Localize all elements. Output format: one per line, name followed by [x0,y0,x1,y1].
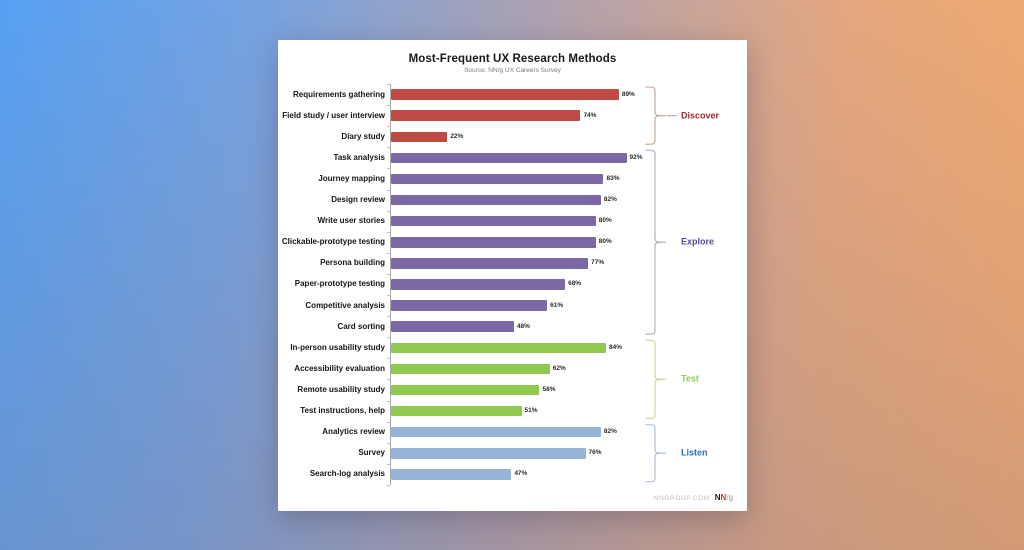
axis-tick [387,463,390,465]
category-label: Paper-prototype testing [294,279,385,289]
category-label: Task analysis [333,152,385,162]
brace-listen [645,423,667,483]
bar-explore [391,321,514,332]
category-label: Test instructions, help [300,406,385,416]
category-label: Accessibility evaluation [294,363,385,373]
value-label: 80% [598,216,612,224]
category-label: Remote usability study [297,384,385,394]
category-label: Requirements gathering [292,89,385,99]
group-label-listen: Listen [681,447,708,458]
axis-tick [387,295,390,296]
axis-tick [387,316,390,318]
chart-subtitle: Source: NN/g UX Careers Survey [464,67,561,74]
bar-test [391,363,550,375]
bar-explore [391,237,596,248]
value-label: 83% [606,174,620,182]
category-label: Journey mapping [318,173,385,183]
value-label: 62% [552,364,566,372]
axis-tick [387,84,390,85]
bar-explore [391,215,596,227]
value-label: 48% [516,322,530,330]
category-label: Diary study [341,131,385,141]
bar-test [391,342,607,353]
bar-listen [391,426,601,438]
value-label: 82% [603,427,617,435]
value-label: 84% [609,343,623,351]
brace-discover [645,86,667,145]
group-label-explore: Explore [681,236,715,247]
category-label: Persona building [320,258,385,268]
brace-test [645,339,667,420]
value-label: 22% [450,132,464,140]
value-label: 68% [568,280,582,288]
nng-logo: NN/g [714,493,733,502]
value-label: 92% [629,153,643,161]
bar-explore [391,300,548,311]
value-label: 61% [550,301,564,309]
bar-explore [391,152,627,164]
axis-tick [387,147,390,149]
value-label: 76% [588,449,602,456]
axis-tick [387,231,390,233]
axis-tick [387,358,390,360]
category-label: Competitive analysis [305,300,385,310]
footer-website: NNGROUP.COM [653,495,710,502]
category-label: Card sorting [337,321,385,331]
category-label: In-person usability study [290,342,385,352]
category-label: Survey [358,448,385,458]
axis-tick [387,442,390,444]
plot-area: Requirements gathering 89% Field study / u… [278,40,747,511]
axis-tick [387,273,390,275]
bar-discover [391,89,619,100]
category-label: Search-log analysis [309,469,385,479]
value-label: 74% [583,111,597,119]
bar-discover [391,131,448,142]
category-label: Field study / user interview [282,110,385,120]
axis-tick [387,484,390,486]
value-label: 58% [542,385,556,393]
group-label-discover: Discover [681,110,720,121]
bar-explore [391,194,601,206]
axis-tick [387,189,390,191]
axis-tick [387,168,390,170]
value-label: 77% [591,259,605,267]
value-label: 82% [603,195,617,203]
bar-listen [391,448,586,459]
brace-explore [645,149,667,335]
bar-discover [391,110,581,121]
chart-title: Most-Frequent UX Research Methods [408,53,617,65]
category-label: Write user stories [317,216,385,226]
group-label-test: Test [681,373,699,384]
axis-tick [387,400,390,402]
bar-test [391,384,540,396]
category-label: Design review [331,195,385,205]
axis-tick [387,126,390,128]
y-axis-line [390,84,391,485]
category-label: Analytics review [322,427,385,437]
axis-tick [387,379,390,381]
category-label: Clickable-prototype testing [281,237,385,247]
chart-card: Most-Frequent UX Research Methods Source… [278,40,747,511]
bar-test [391,405,522,417]
axis-tick [387,105,390,107]
bar-explore [391,258,589,269]
axis-tick [387,421,390,423]
bar-explore [391,173,604,185]
footer: NNGROUP.COM NN/g [654,493,733,502]
value-label: 47% [514,470,528,478]
axis-tick [387,252,390,254]
axis-tick [387,210,390,212]
axis-tick [387,337,390,339]
bar-explore [391,279,566,290]
bar-listen [391,469,512,480]
value-label: 89% [621,90,635,98]
value-label: 80% [598,238,612,245]
value-label: 51% [524,406,538,414]
